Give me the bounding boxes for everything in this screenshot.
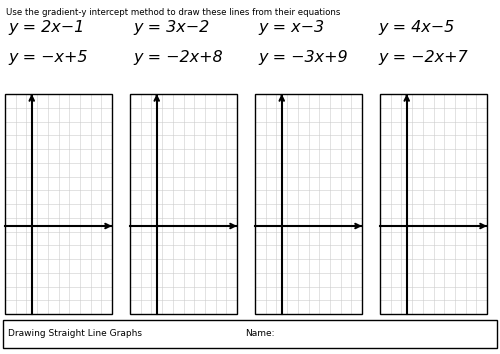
Bar [3, 320, 497, 348]
Text: y = x−3: y = x−3 [258, 20, 324, 35]
Bar [130, 94, 237, 314]
Text: y = −3x+9: y = −3x+9 [258, 50, 348, 65]
Text: y = −2x+7: y = −2x+7 [378, 50, 468, 65]
Text: y = 4x−5: y = 4x−5 [378, 20, 454, 35]
Text: y = 3x−2: y = 3x−2 [133, 20, 209, 35]
Text: y = −2x+8: y = −2x+8 [133, 50, 222, 65]
Text: y = 2x−1: y = 2x−1 [8, 20, 84, 35]
Text: y = −x+5: y = −x+5 [8, 50, 87, 65]
Text: Drawing Straight Line Graphs: Drawing Straight Line Graphs [8, 330, 142, 338]
Text: Name:: Name: [245, 330, 274, 338]
Text: Use the gradient-y intercept method to draw these lines from their equations: Use the gradient-y intercept method to d… [6, 8, 340, 17]
Bar [255, 94, 362, 314]
Bar [380, 94, 487, 314]
Bar [5, 94, 112, 314]
